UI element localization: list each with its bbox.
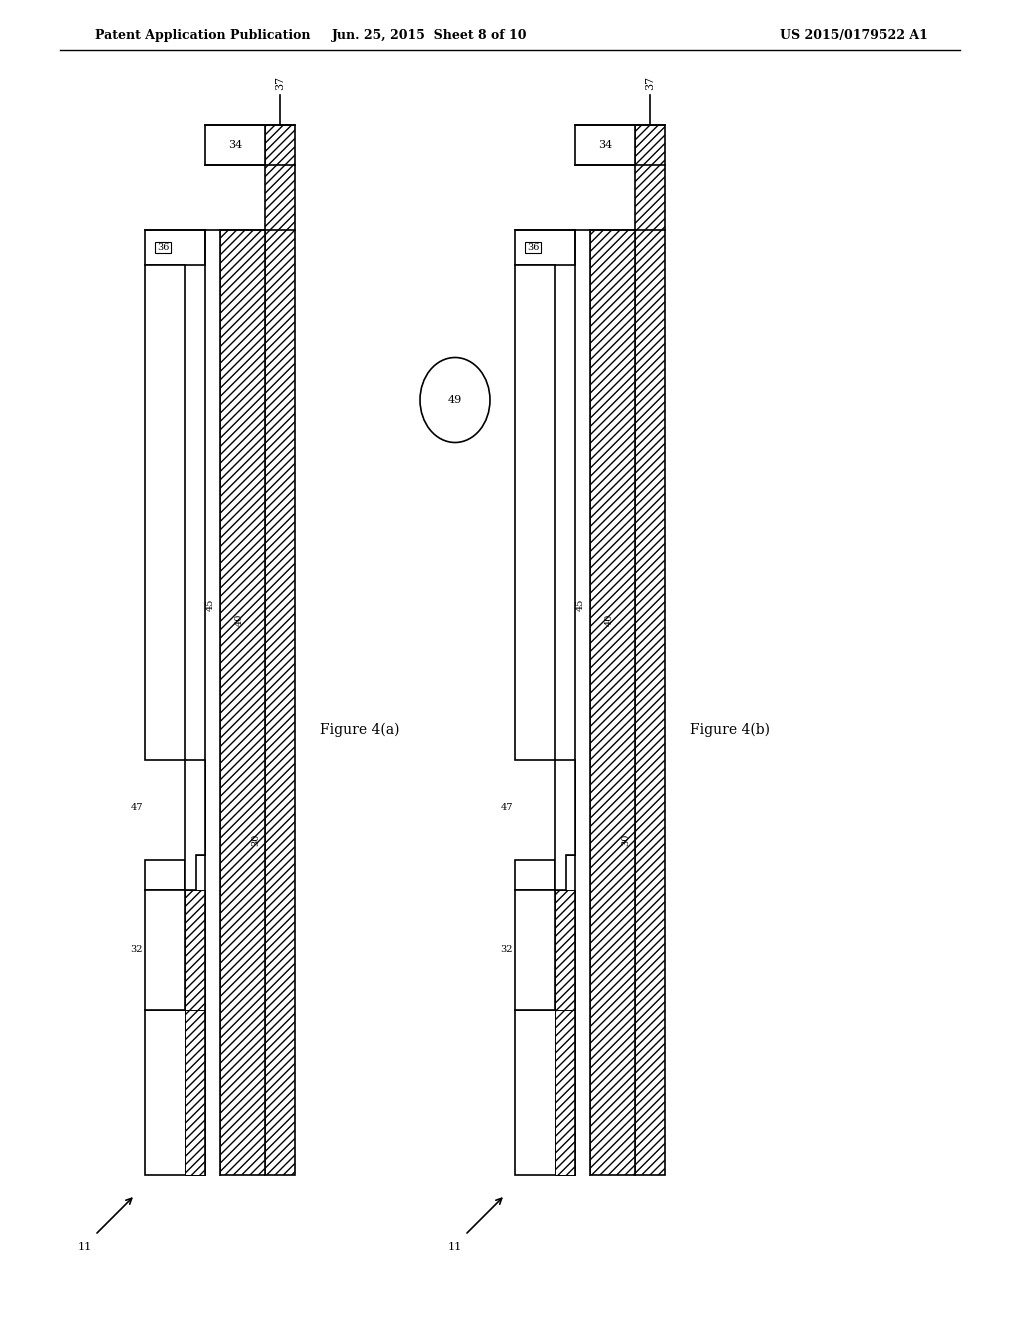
Bar — [145, 890, 185, 1010]
Bar — [145, 1010, 205, 1175]
Bar — [575, 125, 635, 165]
Bar — [265, 125, 295, 1175]
Bar — [185, 760, 205, 855]
Text: 34: 34 — [228, 140, 242, 150]
Text: 11: 11 — [78, 1242, 92, 1251]
Bar — [205, 230, 220, 1175]
Text: 37: 37 — [275, 77, 285, 90]
Text: 32: 32 — [501, 945, 513, 954]
Text: US 2015/0179522 A1: US 2015/0179522 A1 — [780, 29, 928, 41]
Text: 47: 47 — [130, 803, 143, 812]
Bar — [515, 890, 555, 1010]
Text: Jun. 25, 2015  Sheet 8 of 10: Jun. 25, 2015 Sheet 8 of 10 — [332, 29, 527, 41]
Text: 32: 32 — [130, 945, 143, 954]
Bar — [555, 760, 575, 855]
Text: 30: 30 — [621, 834, 630, 846]
Bar — [635, 125, 665, 1175]
Bar — [205, 125, 265, 165]
Text: 30: 30 — [251, 834, 260, 846]
Bar — [575, 230, 590, 1175]
Bar — [145, 230, 205, 265]
Bar — [515, 1010, 575, 1175]
Bar — [590, 230, 635, 1175]
Ellipse shape — [420, 358, 490, 442]
Text: Figure 4(b): Figure 4(b) — [690, 723, 770, 737]
Bar — [145, 861, 185, 890]
Bar — [555, 890, 575, 1010]
Bar — [185, 1010, 205, 1175]
Bar — [515, 861, 555, 890]
Polygon shape — [185, 760, 205, 890]
Bar — [555, 1010, 575, 1175]
Text: 36: 36 — [526, 243, 540, 252]
Text: 47: 47 — [501, 803, 513, 812]
Bar — [145, 265, 185, 760]
Bar — [220, 230, 265, 1175]
Text: Figure 4(a): Figure 4(a) — [321, 723, 399, 737]
Bar — [185, 890, 205, 1010]
Text: 45: 45 — [206, 599, 215, 611]
Bar — [515, 230, 575, 265]
Text: 40: 40 — [605, 614, 614, 626]
Text: 11: 11 — [447, 1242, 462, 1251]
Text: 49: 49 — [447, 395, 462, 405]
Bar — [515, 265, 555, 760]
Text: 34: 34 — [598, 140, 612, 150]
Polygon shape — [555, 760, 575, 890]
Text: Patent Application Publication: Patent Application Publication — [95, 29, 310, 41]
Text: 36: 36 — [157, 243, 169, 252]
Text: 37: 37 — [645, 77, 655, 90]
Text: 40: 40 — [234, 614, 244, 626]
Text: 45: 45 — [575, 599, 585, 611]
